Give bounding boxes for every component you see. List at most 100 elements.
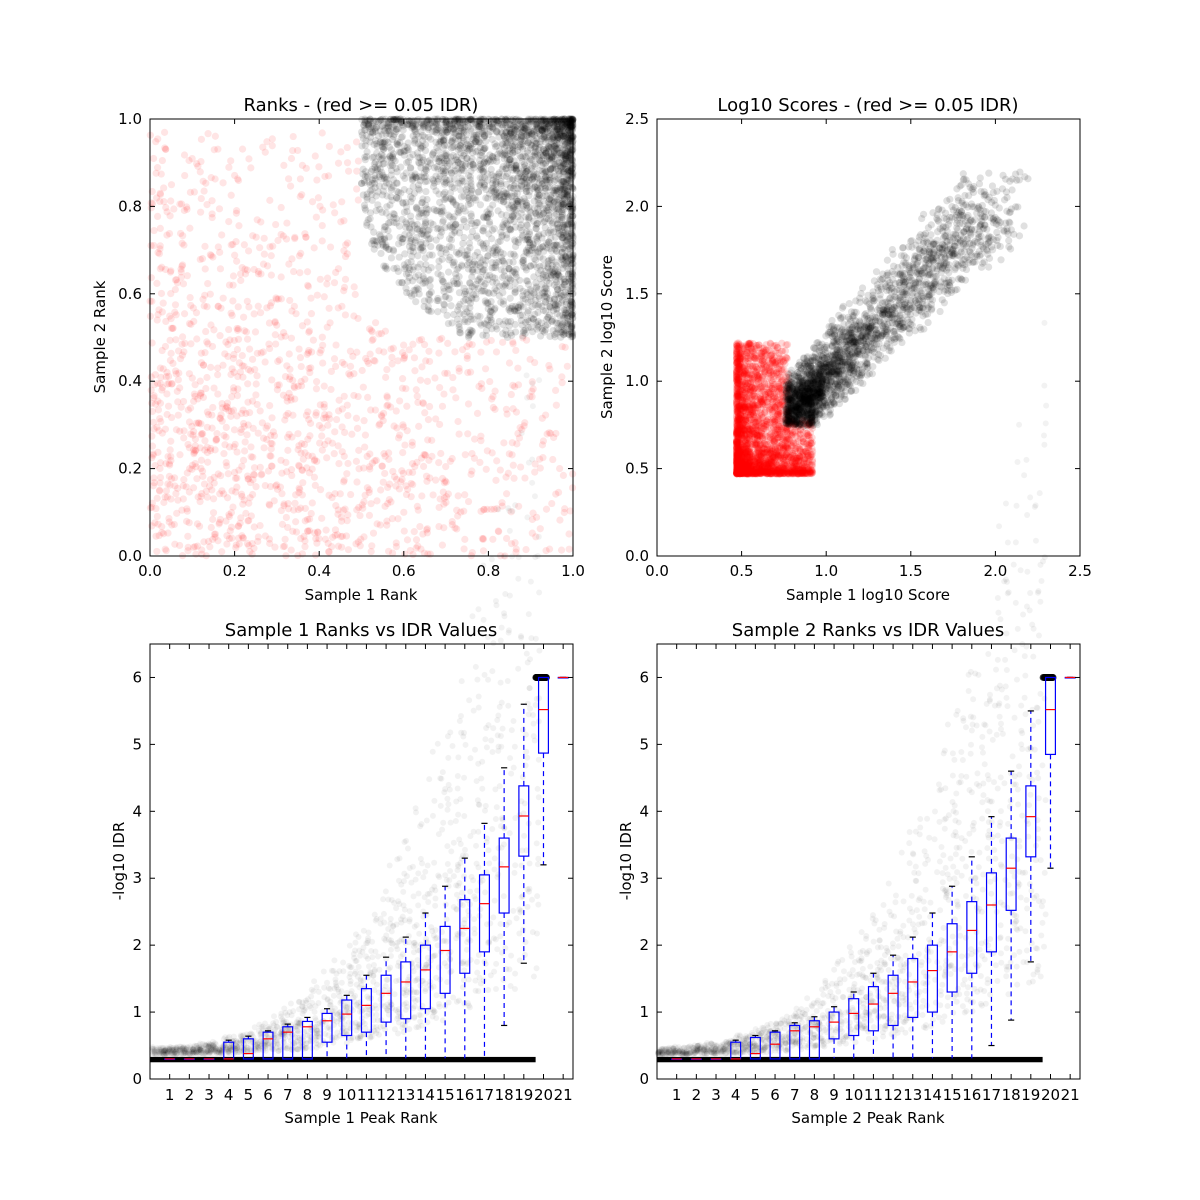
scatter-point [185,418,194,426]
scatter-point [153,279,161,287]
scatter-point [250,471,258,479]
scatter-point [180,206,188,215]
chart-title: Ranks - (red >= 0.05 IDR) [244,95,479,116]
scatter-point [501,217,509,225]
scatter-point [401,441,409,449]
scatter-point [501,128,510,136]
scatter-point [510,157,518,165]
scatter-point [314,194,322,202]
scatter-point [306,419,315,427]
scatter-point [360,179,369,187]
scatter-point [377,249,385,258]
scatter-point [491,405,499,413]
scatter-point [307,294,315,302]
scatter-point [161,265,170,274]
scatter-point [171,308,179,316]
scatter-point [516,311,525,320]
scatter-point [299,479,307,487]
scatter-point [332,502,340,510]
scatter-point [223,462,231,470]
scatter-point [550,205,558,213]
scatter-point [425,402,434,411]
scatter-point [288,255,296,263]
scatter-point [514,364,522,372]
scatter-point [307,509,315,518]
scatter-point [162,373,170,381]
scatter-point [360,464,368,472]
scatter-point [297,449,305,457]
scatter-point [153,212,162,221]
scatter-point [346,347,355,355]
scatter-point [158,429,166,437]
scatter-point [542,274,551,282]
scatter-point [258,470,266,478]
scatter-point [193,520,202,528]
scatter-point [161,493,169,501]
scatter-point [204,537,213,545]
scatter-point [502,165,510,173]
scatter-point [548,164,557,172]
scatter-point [512,548,520,556]
scatter-point [414,398,422,407]
scatter-point [147,242,155,250]
scatter-point [530,171,538,179]
scatter-point [357,535,365,543]
scatter-point [493,325,501,333]
scatter-point [157,417,165,426]
scatter-point [404,269,413,277]
scatter-point [154,406,163,414]
scatter-point [158,156,166,165]
scatter-point [256,463,264,471]
x-tick-label: 0.4 [307,562,331,580]
scatter-point [522,277,530,285]
scatter-point [243,431,251,439]
scatter-point [441,369,449,377]
scatter-point [177,403,185,411]
scatter-point [343,239,352,247]
scatter-point [477,432,485,440]
scatter-point [247,453,255,461]
scatter-point [285,350,293,358]
scatter-point [169,324,177,333]
scatter-point [400,355,408,363]
scatter-point [213,430,221,438]
scatter-point [318,129,326,137]
scatter-point [380,348,388,356]
scatter-point [484,316,492,324]
scatter-point [314,528,322,536]
scatter-point [172,489,180,498]
scatter-point [375,347,383,355]
scatter-point [222,338,230,346]
scatter-point [561,309,570,317]
scatter-point [161,545,169,553]
scatter-point [190,188,198,196]
scatter-point [338,423,346,431]
scatter-point [340,476,348,484]
scatter-point [531,468,539,476]
scatter-point [165,459,173,468]
scatter-point [185,488,193,496]
scatter-point [207,363,215,371]
y-axis-label: Sample 2 Rank [91,280,109,393]
scatter-point [548,171,556,180]
scatter-point [377,235,385,243]
scatter-point [503,490,511,498]
scatter-point [402,385,410,393]
scatter-point [253,400,261,409]
scatter-point [203,408,211,416]
scatter-point [149,482,157,490]
scatter-point [298,161,307,169]
scatter-point [230,443,238,451]
scatter-point [509,258,517,266]
scatter-point [484,210,493,218]
scatter-point [409,340,417,348]
scatter-point [334,159,343,167]
scatter-point [455,302,463,311]
scatter-point [232,488,240,496]
scatter-point [320,293,328,301]
scatter-point [363,219,371,227]
scatter-point [265,319,274,327]
scatter-point [271,318,279,327]
scatter-point [332,415,341,424]
